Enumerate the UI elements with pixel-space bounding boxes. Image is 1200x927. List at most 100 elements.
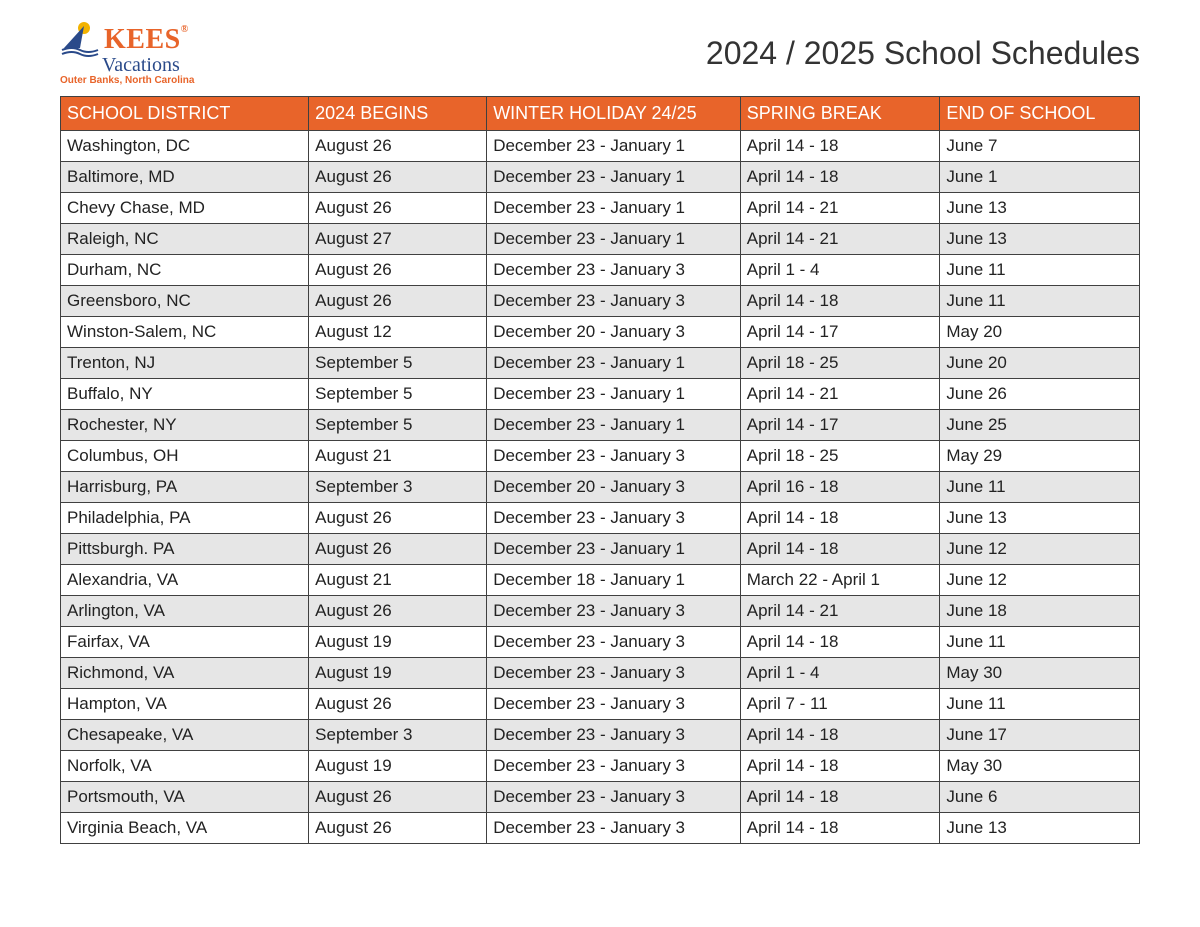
table-cell: June 17 <box>940 720 1140 751</box>
table-cell: August 12 <box>309 317 487 348</box>
table-body: Washington, DCAugust 26December 23 - Jan… <box>61 131 1140 844</box>
table-cell: June 12 <box>940 565 1140 596</box>
logo-brand: KEES® <box>104 24 189 56</box>
table-header-row: SCHOOL DISTRICT 2024 BEGINS WINTER HOLID… <box>61 97 1140 131</box>
table-cell: June 26 <box>940 379 1140 410</box>
table-cell: June 1 <box>940 162 1140 193</box>
table-row: Greensboro, NCAugust 26December 23 - Jan… <box>61 286 1140 317</box>
logo-top: KEES® <box>60 20 189 60</box>
table-cell: August 21 <box>309 565 487 596</box>
table-cell: August 26 <box>309 131 487 162</box>
table-cell: May 30 <box>940 751 1140 782</box>
table-cell: September 3 <box>309 720 487 751</box>
table-cell: December 23 - January 1 <box>487 410 741 441</box>
col-district: SCHOOL DISTRICT <box>61 97 309 131</box>
table-row: Hampton, VAAugust 26December 23 - Januar… <box>61 689 1140 720</box>
table-cell: Chesapeake, VA <box>61 720 309 751</box>
table-row: Washington, DCAugust 26December 23 - Jan… <box>61 131 1140 162</box>
col-spring: SPRING BREAK <box>740 97 940 131</box>
col-end: END OF SCHOOL <box>940 97 1140 131</box>
table-cell: April 14 - 18 <box>740 627 940 658</box>
table-cell: April 7 - 11 <box>740 689 940 720</box>
table-cell: June 7 <box>940 131 1140 162</box>
logo: KEES® Vacations Outer Banks, North Carol… <box>60 20 194 86</box>
table-row: Trenton, NJSeptember 5December 23 - Janu… <box>61 348 1140 379</box>
table-cell: April 14 - 21 <box>740 379 940 410</box>
table-row: Durham, NCAugust 26December 23 - January… <box>61 255 1140 286</box>
table-cell: August 21 <box>309 441 487 472</box>
table-cell: June 18 <box>940 596 1140 627</box>
table-cell: April 14 - 18 <box>740 286 940 317</box>
table-cell: December 23 - January 3 <box>487 441 741 472</box>
table-cell: Virginia Beach, VA <box>61 813 309 844</box>
table-cell: March 22 - April 1 <box>740 565 940 596</box>
table-row: Fairfax, VAAugust 19December 23 - Januar… <box>61 627 1140 658</box>
table-cell: December 20 - January 3 <box>487 472 741 503</box>
table-cell: April 14 - 17 <box>740 317 940 348</box>
table-cell: April 14 - 18 <box>740 131 940 162</box>
schedule-table: SCHOOL DISTRICT 2024 BEGINS WINTER HOLID… <box>60 96 1140 844</box>
logo-reg: ® <box>181 24 189 35</box>
table-row: Chesapeake, VASeptember 3December 23 - J… <box>61 720 1140 751</box>
table-cell: Columbus, OH <box>61 441 309 472</box>
table-cell: August 19 <box>309 627 487 658</box>
table-cell: April 14 - 21 <box>740 193 940 224</box>
table-cell: August 26 <box>309 782 487 813</box>
table-cell: Richmond, VA <box>61 658 309 689</box>
logo-sub: Vacations <box>102 54 180 77</box>
table-cell: Chevy Chase, MD <box>61 193 309 224</box>
table-cell: September 5 <box>309 348 487 379</box>
table-cell: December 23 - January 1 <box>487 131 741 162</box>
table-cell: December 23 - January 3 <box>487 596 741 627</box>
table-cell: Pittsburgh. PA <box>61 534 309 565</box>
table-cell: Harrisburg, PA <box>61 472 309 503</box>
table-cell: Hampton, VA <box>61 689 309 720</box>
table-cell: June 25 <box>940 410 1140 441</box>
table-cell: April 14 - 21 <box>740 596 940 627</box>
table-row: Philadelphia, PAAugust 26December 23 - J… <box>61 503 1140 534</box>
table-cell: September 5 <box>309 410 487 441</box>
table-cell: Washington, DC <box>61 131 309 162</box>
table-cell: June 20 <box>940 348 1140 379</box>
table-cell: December 23 - January 3 <box>487 720 741 751</box>
table-row: Chevy Chase, MDAugust 26December 23 - Ja… <box>61 193 1140 224</box>
table-cell: December 23 - January 3 <box>487 286 741 317</box>
table-cell: August 26 <box>309 286 487 317</box>
table-cell: May 29 <box>940 441 1140 472</box>
table-cell: Winston-Salem, NC <box>61 317 309 348</box>
table-cell: December 23 - January 3 <box>487 627 741 658</box>
table-cell: August 26 <box>309 596 487 627</box>
table-cell: Rochester, NY <box>61 410 309 441</box>
table-row: Buffalo, NYSeptember 5December 23 - Janu… <box>61 379 1140 410</box>
table-cell: August 19 <box>309 751 487 782</box>
table-cell: April 14 - 17 <box>740 410 940 441</box>
table-cell: December 23 - January 3 <box>487 689 741 720</box>
table-row: Virginia Beach, VAAugust 26December 23 -… <box>61 813 1140 844</box>
table-cell: Raleigh, NC <box>61 224 309 255</box>
table-cell: April 14 - 18 <box>740 162 940 193</box>
table-cell: December 23 - January 1 <box>487 162 741 193</box>
table-cell: December 23 - January 1 <box>487 379 741 410</box>
table-cell: June 6 <box>940 782 1140 813</box>
logo-icon <box>60 20 100 60</box>
table-cell: April 1 - 4 <box>740 255 940 286</box>
header: KEES® Vacations Outer Banks, North Carol… <box>60 20 1140 86</box>
table-cell: December 23 - January 1 <box>487 193 741 224</box>
table-cell: December 23 - January 1 <box>487 224 741 255</box>
table-row: Harrisburg, PASeptember 3December 20 - J… <box>61 472 1140 503</box>
table-cell: April 1 - 4 <box>740 658 940 689</box>
table-cell: May 30 <box>940 658 1140 689</box>
col-begins: 2024 BEGINS <box>309 97 487 131</box>
table-cell: August 19 <box>309 658 487 689</box>
table-cell: December 23 - January 3 <box>487 658 741 689</box>
table-row: Pittsburgh. PAAugust 26December 23 - Jan… <box>61 534 1140 565</box>
table-cell: August 26 <box>309 162 487 193</box>
table-cell: Portsmouth, VA <box>61 782 309 813</box>
table-cell: April 14 - 18 <box>740 782 940 813</box>
table-cell: April 14 - 18 <box>740 813 940 844</box>
table-cell: Alexandria, VA <box>61 565 309 596</box>
table-cell: Arlington, VA <box>61 596 309 627</box>
table-cell: August 26 <box>309 503 487 534</box>
table-cell: June 13 <box>940 224 1140 255</box>
table-row: Rochester, NYSeptember 5December 23 - Ja… <box>61 410 1140 441</box>
